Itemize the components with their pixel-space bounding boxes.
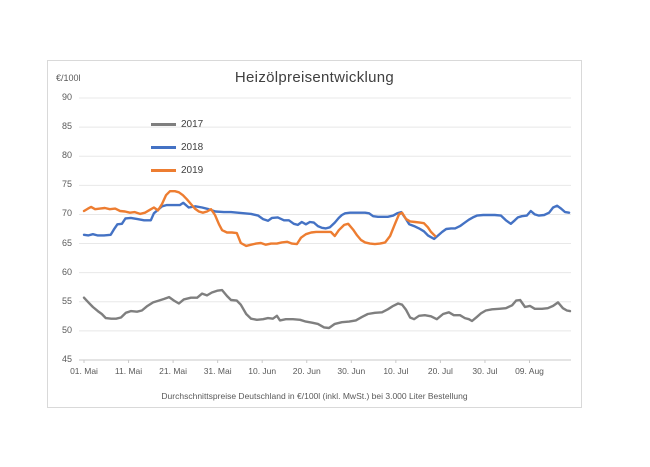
y-tick-label: 80 <box>61 150 72 161</box>
legend-swatch-2018 <box>151 146 176 149</box>
x-tick-label: 10. Jul <box>383 366 409 376</box>
chart-plot-area: Heizölpreisentwicklung €/100l 2017 2018 … <box>48 61 581 407</box>
legend-label-2018: 2018 <box>181 142 204 153</box>
y-tick-label: 55 <box>61 295 72 306</box>
x-tick-label: 11. Mai <box>114 366 143 376</box>
y-tick-label: 75 <box>61 179 72 190</box>
series-line-2018 <box>82 201 571 241</box>
chart-footnote: Durchschnittspreise Deutschland in €/100… <box>161 391 468 401</box>
y-tick-label: 60 <box>61 266 72 277</box>
x-tick-label: 30. Jul <box>472 366 498 376</box>
series-line-2017 <box>82 288 572 330</box>
y-tick-label: 45 <box>61 354 72 364</box>
x-tick-label: 20. Jul <box>427 366 453 376</box>
legend-label-2019: 2019 <box>181 165 204 176</box>
chart-card: Heizölpreisentwicklung €/100l 2017 2018 … <box>47 60 582 408</box>
y-tick-label: 65 <box>61 237 72 248</box>
series-line-2019 <box>82 189 437 248</box>
y-tick-label: 90 <box>61 92 72 102</box>
x-tick-label: 21. Mai <box>159 366 188 376</box>
legend-item-2018: 2018 <box>151 136 203 159</box>
y-tick-label: 70 <box>61 208 72 219</box>
x-tick-label: 31. Mai <box>203 366 232 376</box>
legend: 2017 2018 2019 <box>151 113 203 182</box>
legend-item-2017: 2017 <box>151 113 203 136</box>
legend-label-2017: 2017 <box>181 119 204 130</box>
x-tick-label: 30. Jun <box>337 366 366 376</box>
y-tick-label: 50 <box>61 324 72 335</box>
y-axis-title: €/100l <box>56 73 81 83</box>
legend-item-2019: 2019 <box>151 159 203 182</box>
x-tick-label: 09. Aug <box>515 366 544 376</box>
chart-svg <box>79 97 572 363</box>
x-tick-label: 10. Jun <box>248 366 277 376</box>
x-tick-label: 20. Jun <box>292 366 321 376</box>
legend-swatch-2017 <box>151 123 176 126</box>
chart-title: Heizölpreisentwicklung <box>234 69 395 86</box>
x-tick-label: 01. Mai <box>70 366 98 376</box>
y-tick-label: 85 <box>61 121 72 132</box>
legend-swatch-2019 <box>151 169 176 172</box>
